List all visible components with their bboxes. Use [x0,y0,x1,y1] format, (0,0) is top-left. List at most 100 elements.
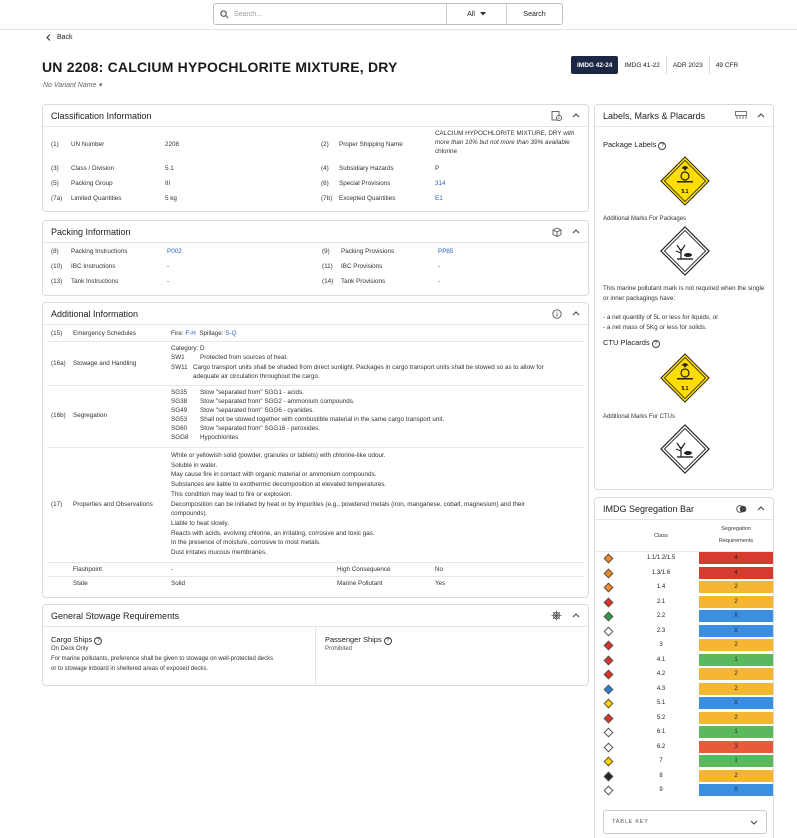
oxidizer-label-icon: 5.1 [660,156,710,206]
stowage-text: Protected from sources of heat. [200,354,288,361]
stowage-n: (16a) [51,360,66,367]
hazard-class-icon [603,626,614,636]
marine-note: This marine pollutant mark is not requir… [603,285,765,303]
tab-imdg-42-24[interactable]: IMDG 42-24 [571,56,619,74]
excepted-quantity-link[interactable]: E1 [435,195,443,202]
ems-spill-link[interactable]: S-Q [225,330,237,337]
segregation-class: 1.3/1.6 [651,569,671,576]
cls-row-n: (6) [321,180,329,187]
cls-row-label: Proper Shipping Name [339,141,403,148]
col-req-1: Segregation [721,526,751,532]
cargo-ships-text2: or to stowage inboard in sheltered areas… [51,666,209,672]
divider [47,341,584,342]
label-class-text: 5.1 [682,189,689,195]
chevron-up-icon[interactable] [757,506,765,511]
help-icon[interactable]: ? [94,637,103,645]
placard-icon[interactable] [735,111,747,120]
search-filter-select[interactable]: All [446,4,506,24]
tab-adr-2023[interactable]: ADR 2023 [667,56,710,74]
marine-pollutant-label: Marine Pollutant [337,580,383,587]
oxidizer-placard-icon: 5.1 [660,353,710,403]
stowage-text: adequate air circulation throughout the … [193,373,320,380]
info-icon[interactable] [552,308,562,319]
seg-text: Stow "separated from" SGG2 - ammonium co… [200,398,355,405]
chevron-up-icon[interactable] [572,113,580,118]
packing-panel: Packing Information (8) Packing Instruct… [42,220,589,296]
high-consequence-label: High Consequence [337,566,391,573]
stowage-panel: General Stowage Requirements Cargo Ships… [42,604,589,686]
marine-bullet-1: - a net quantity of 5L or less for liqui… [603,314,719,321]
cls-row-n: (1) [51,141,59,148]
chevron-up-icon[interactable] [572,229,580,234]
segregation-row: 1.4 2 [601,581,785,594]
segregation-row: 1.3/1.6 4 [601,566,785,580]
segregation-requirement: X [699,697,773,710]
segregation-requirement: 2 [699,581,773,594]
flashpoint-label: Flashpoint [73,566,103,573]
packing-instruction-link[interactable]: P002 [167,248,182,255]
cargo-ships-sub: On Deck Only [51,646,89,652]
segregation-requirement: 2 [699,682,773,696]
cargo-ships-text1: For marine pollutants, preference shall … [51,656,274,662]
chevron-up-icon[interactable] [572,613,580,618]
chevron-up-icon[interactable] [757,113,765,118]
back-link[interactable]: Back [46,34,73,41]
hazard-class-icon [603,684,614,694]
cls-row-n: (7b) [321,195,333,202]
hazard-class-icon [603,756,614,767]
document-info-icon[interactable] [551,110,562,121]
segregation-row: 1.1/1.2/1.5 4 [601,552,785,565]
segregation-requirement: 2 [699,711,773,725]
cls-row-n: (3) [51,165,59,172]
cls-row-n: (5) [51,180,59,187]
cls-row-value: P [435,165,440,172]
segregation-row: 2.2 X [601,610,785,623]
segregation-class: 5.1 [656,700,666,706]
ship-wheel-icon[interactable] [551,610,562,621]
marine-bullet-2: - a net mass of 5Kg or less for solids. [603,324,707,331]
labels-title: Labels, Marks & Placards [603,110,706,121]
ems-fire-link[interactable]: F-H [185,330,196,337]
packing-provision-link[interactable]: PP85 [438,248,454,255]
additional-marks-packages: Additional Marks For Packages [603,216,687,222]
ems-n: (15) [51,330,63,337]
seg-text: Shall not be stowed together with combus… [200,416,445,423]
high-consequence-value: No [435,566,444,573]
help-icon[interactable]: ? [383,637,392,645]
stowage-category-link[interactable]: Category: D [171,345,205,352]
seg-text: Stow "separated from" SGG1 - acids. [200,389,304,396]
cls-row-label: Class / Division [71,165,115,172]
segregation-requirement: 4 [699,566,773,580]
segregation-class: 6.1 [656,729,666,735]
search-input[interactable] [234,10,446,18]
seg-text: Hypochlorites [200,434,239,441]
search-button[interactable]: Search [506,4,562,24]
pk-row-n: (11) [322,263,333,270]
chevron-up-icon[interactable] [572,311,580,316]
help-icon[interactable]: ? [658,142,667,150]
variant-select[interactable]: No Variant Name ▾ [43,81,102,89]
hazard-class-icon [603,771,614,781]
toggle-icon[interactable] [736,504,747,513]
table-key-label: TABLE KEY [612,819,649,825]
segregation-class: 8 [659,772,663,779]
seg-text: Stow "separated from" SGG6 - cyanides. [200,407,315,414]
segregation-requirement: 2 [699,639,773,652]
segregation-bar-title: IMDG Segregation Bar [603,503,695,514]
pk-row-n: (13) [51,278,63,285]
pk-row-label: Packing Instructions [71,248,128,255]
help-icon[interactable]: ? [651,340,660,348]
table-key-toggle[interactable]: TABLE KEY [603,810,767,834]
tab-imdg-41-22[interactable]: IMDG 41-22 [618,56,667,74]
special-provision-link[interactable]: 314 [435,180,446,187]
tab-49-cfr[interactable]: 49 CFR [715,61,739,69]
segregation-row: 5.2 2 [601,711,785,725]
properties-n: (17) [51,501,63,508]
segregation-bar-panel: IMDG Segregation Bar Class Segregation R… [594,497,774,838]
properties-label: Properties and Observations [73,501,153,508]
segregation-requirement: 1 [699,726,773,739]
segregation-requirement: 1 [699,755,773,768]
package-icon[interactable] [552,226,562,237]
caret-down-icon: ▾ [98,82,102,89]
